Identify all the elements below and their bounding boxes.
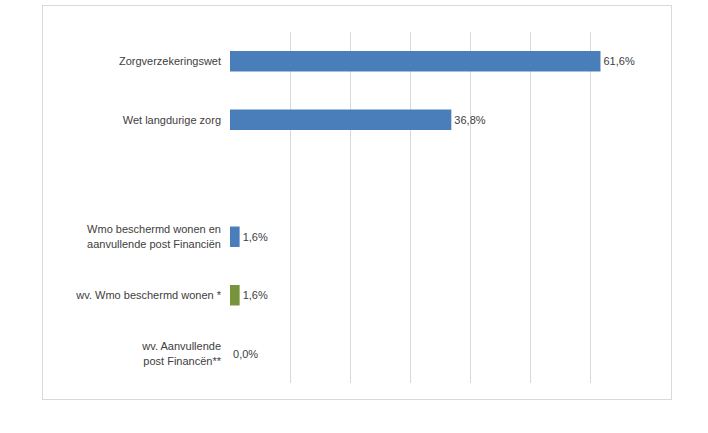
- svg-text:wv. Wmo beschermd wonen *: wv. Wmo beschermd wonen *: [75, 289, 221, 301]
- svg-text:1,6%: 1,6%: [243, 289, 268, 301]
- svg-text:36,8%: 36,8%: [454, 114, 485, 126]
- svg-text:1,6%: 1,6%: [243, 231, 268, 243]
- svg-text:Wmo beschermd wonen enaanvulle: Wmo beschermd wonen enaanvullende post F…: [87, 223, 221, 249]
- svg-text:Zorgverzekeringswet: Zorgverzekeringswet: [119, 55, 221, 67]
- svg-text:Wet langdurige zorg: Wet langdurige zorg: [123, 114, 221, 126]
- svg-text:0,0%: 0,0%: [233, 348, 258, 360]
- svg-text:61,6%: 61,6%: [603, 55, 634, 67]
- svg-text:wv. Aanvullendepost Financën**: wv. Aanvullendepost Financën**: [141, 340, 221, 366]
